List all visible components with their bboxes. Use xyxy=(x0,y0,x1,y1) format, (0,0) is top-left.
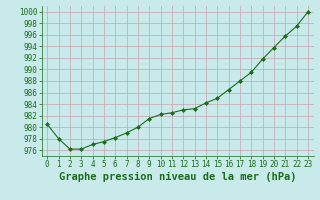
X-axis label: Graphe pression niveau de la mer (hPa): Graphe pression niveau de la mer (hPa) xyxy=(59,172,296,182)
